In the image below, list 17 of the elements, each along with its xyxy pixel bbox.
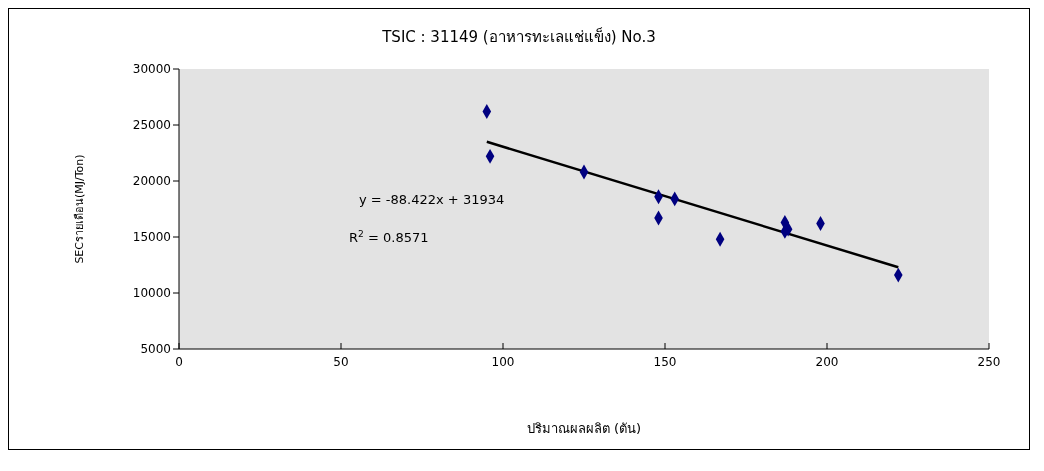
x-tick-label: 250 bbox=[977, 354, 1001, 369]
y-tick-label: 20000 bbox=[132, 174, 171, 189]
x-tick-label: 200 bbox=[815, 354, 839, 369]
annotation: R$^{2}$ = 0.8571 bbox=[349, 229, 429, 245]
annotation: y = -88.422x + 31934 bbox=[359, 192, 505, 207]
y-tick-label: 10000 bbox=[132, 286, 171, 301]
y-axis-title: SECรายเดือน(MJ/Ton) bbox=[72, 154, 86, 264]
y-tick-label: 15000 bbox=[132, 230, 171, 245]
x-tick-label: 0 bbox=[175, 354, 183, 369]
x-tick-label: 100 bbox=[491, 354, 515, 369]
chart-title: TSIC : 31149 (อาหารทะเลแช่แข็ง) No.3 bbox=[382, 28, 656, 46]
y-tick-label: 25000 bbox=[132, 118, 171, 133]
y-tick-label: 30000 bbox=[132, 62, 171, 77]
x-axis-title: ปริมาณผลผลิต (ตัน) bbox=[526, 421, 642, 436]
x-tick-label: 50 bbox=[333, 354, 349, 369]
y-tick-label: 5000 bbox=[140, 342, 171, 357]
x-tick-label: 150 bbox=[653, 354, 677, 369]
